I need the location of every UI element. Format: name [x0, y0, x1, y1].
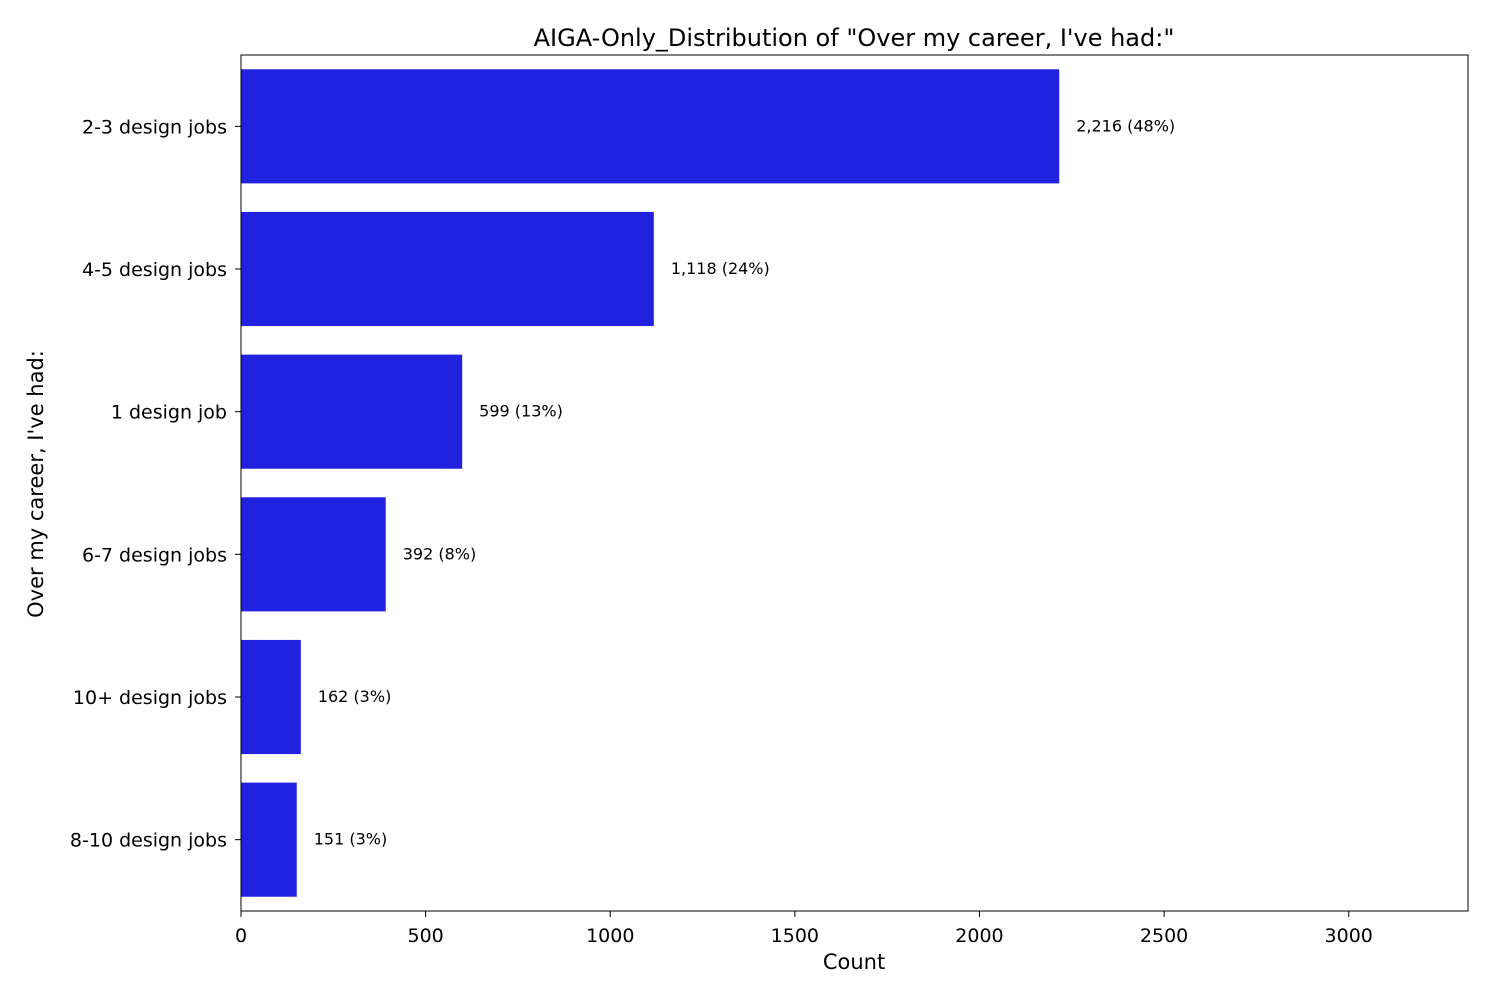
bar-5: [241, 782, 297, 897]
x-tick-label-6: 3000: [1325, 925, 1373, 947]
y-tick-label-5: 8-10 design jobs: [70, 830, 227, 852]
data-label-1: 1,118 (24%): [671, 259, 770, 278]
x-tick-label-2: 1000: [586, 925, 634, 947]
data-label-5: 151 (3%): [314, 830, 388, 849]
y-tick-label-1: 4-5 design jobs: [82, 259, 227, 281]
y-tick-label-2: 1 design job: [111, 402, 227, 424]
data-label-3: 392 (8%): [403, 544, 477, 563]
bar-2: [241, 354, 463, 469]
data-label-0: 2,216 (48%): [1076, 116, 1175, 135]
y-tick-label-0: 2-3 design jobs: [82, 116, 227, 138]
x-tick-label-3: 1500: [771, 925, 819, 947]
bar-3: [241, 497, 386, 612]
y-tick-label-3: 6-7 design jobs: [82, 544, 227, 566]
plot-area: 2,216 (48%) 2-3 design jobs 1,118 (24%) 4-5…: [70, 69, 1373, 947]
x-tick-label-1: 500: [407, 925, 443, 947]
x-tick-label-5: 2500: [1140, 925, 1188, 947]
bar-1: [241, 211, 654, 327]
y-axis-label: Over my career, I've had:: [24, 350, 48, 618]
x-axis-label: Count: [823, 950, 885, 974]
x-tick-label-4: 2000: [955, 925, 1003, 947]
bar-0: [241, 69, 1060, 184]
plot-frame: [240, 54, 1469, 912]
chart-title: AIGA-Only_Distribution of "Over my caree…: [534, 24, 1175, 52]
y-tick-label-4: 10+ design jobs: [73, 687, 227, 709]
bar-4: [241, 639, 301, 755]
x-tick-label-0: 0: [235, 925, 247, 947]
data-label-2: 599 (13%): [479, 402, 563, 421]
data-label-4: 162 (3%): [318, 687, 392, 706]
